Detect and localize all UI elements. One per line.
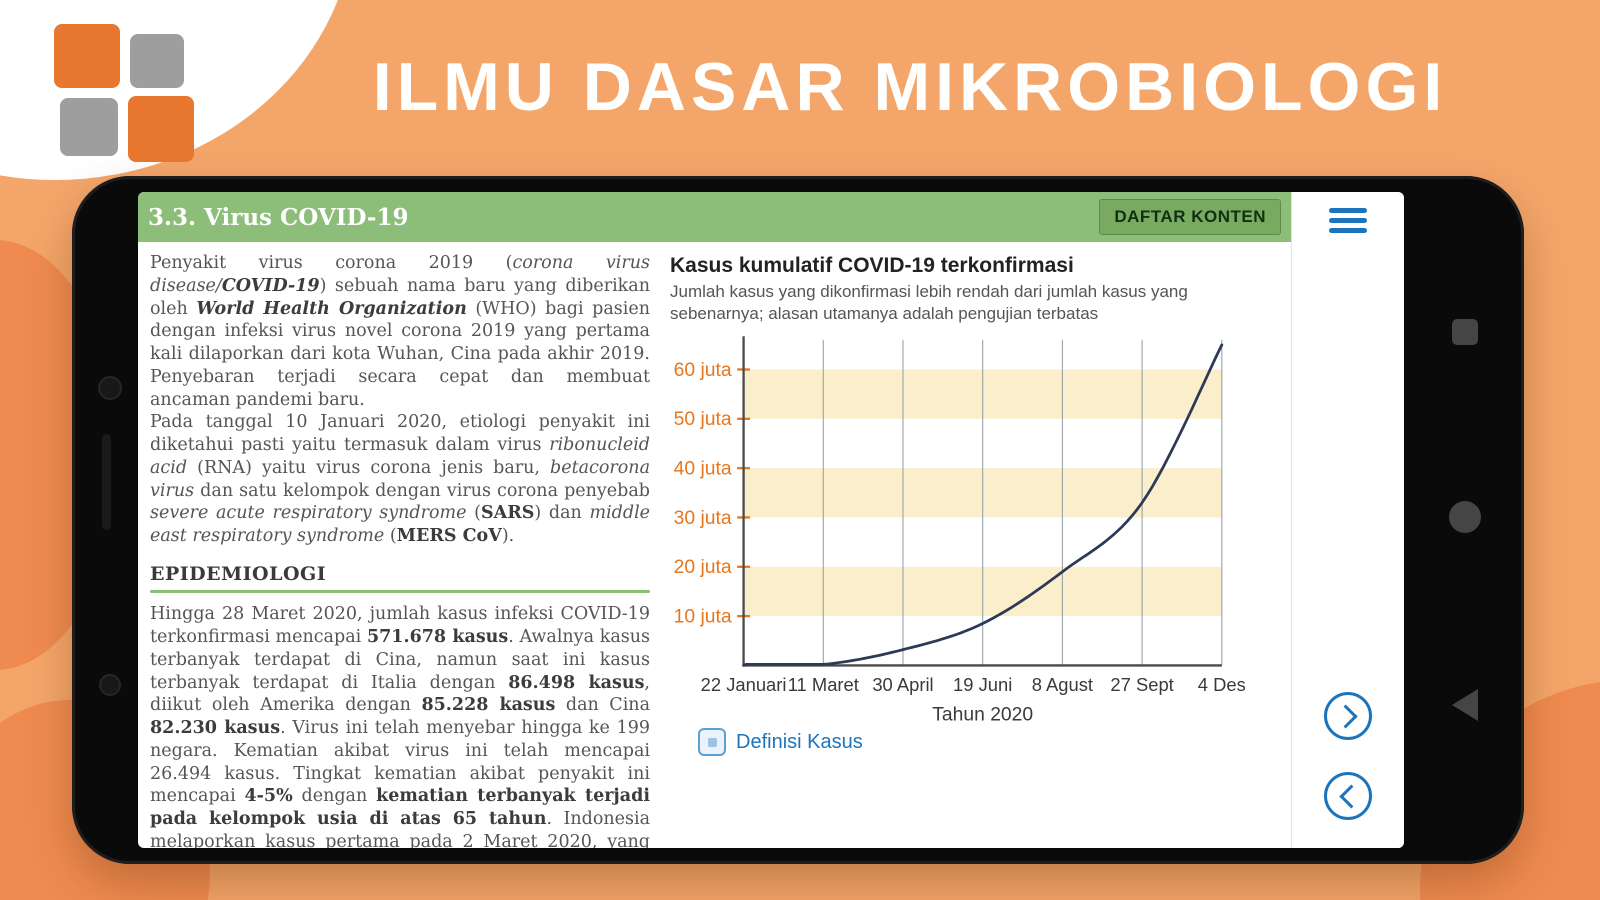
android-back-icon[interactable]	[1452, 689, 1478, 721]
svg-text:50 juta: 50 juta	[674, 409, 732, 430]
menu-icon[interactable]	[1329, 208, 1367, 233]
article-paragraph: Hingga 28 Maret 2020, jumlah kasus infek…	[150, 604, 651, 848]
svg-text:30 April: 30 April	[872, 674, 933, 695]
camera-icon	[98, 376, 122, 400]
covid-cumulative-chart: 10 juta 20 juta 30 juta 40 juta 50 juta 60 ju…	[674, 336, 1246, 726]
page-nav	[1292, 692, 1404, 820]
svg-text:60 juta: 60 juta	[674, 360, 732, 381]
definition-card-inner	[707, 737, 717, 747]
svg-text:30 juta: 30 juta	[674, 508, 732, 529]
app-main-area: 3.3. Virus COVID-19 DAFTAR KONTEN Penyak…	[138, 192, 1291, 848]
article-paragraph: Pada tanggal 10 Januari 2020, etiologi p…	[150, 412, 651, 546]
chart-title: Kasus kumulatif COVID-19 terkonfirmasi	[670, 254, 1074, 277]
speaker-slit	[102, 434, 111, 530]
chevron-left-icon	[1338, 783, 1363, 809]
phone-frame: 3.3. Virus COVID-19 DAFTAR KONTEN Penyak…	[72, 176, 1524, 864]
svg-text:19 Juni: 19 Juni	[953, 674, 1012, 695]
android-home-icon[interactable]	[1449, 501, 1481, 533]
logo-square-orange-tl	[54, 24, 120, 88]
svg-text:8 Agust: 8 Agust	[1032, 674, 1093, 695]
chart-column: Kasus kumulatif COVID-19 terkonfirmasi J…	[660, 242, 1291, 848]
daftar-konten-button[interactable]: DAFTAR KONTEN	[1099, 199, 1281, 235]
definisi-kasus-link[interactable]: Definisi Kasus	[698, 728, 1277, 757]
svg-text:22 Januari: 22 Januari	[701, 674, 787, 695]
chevron-right-icon	[1333, 703, 1358, 729]
svg-text:20 juta: 20 juta	[674, 557, 732, 578]
logo-square-gray-tr	[130, 34, 184, 88]
app-logo	[54, 24, 204, 174]
section-title: 3.3. Virus COVID-19	[148, 203, 409, 231]
article-paragraph: Penyakit virus corona 2019 (corona virus…	[150, 253, 651, 410]
android-nav-bar	[1406, 176, 1524, 864]
definition-card-icon	[698, 728, 726, 757]
chart-subtitle: Jumlah kasus yang dikonfirmasi lebih ren…	[670, 282, 1188, 324]
logo-square-gray-bl	[60, 98, 118, 156]
android-recents-icon[interactable]	[1452, 319, 1478, 345]
heading-divider	[150, 590, 650, 594]
svg-text:27 Sept: 27 Sept	[1110, 674, 1173, 695]
svg-text:40 juta: 40 juta	[674, 459, 732, 480]
banner-title: ILMU DASAR MIKROBIOLOGI	[372, 49, 1448, 125]
content-area: Penyakit virus corona 2019 (corona virus…	[138, 242, 1291, 848]
article-column: Penyakit virus corona 2019 (corona virus…	[138, 242, 660, 848]
svg-text:11 Maret: 11 Maret	[788, 674, 859, 695]
section-heading: EPIDEMIOLOGI	[150, 562, 327, 585]
prev-page-button[interactable]	[1324, 772, 1372, 820]
svg-text:Tahun 2020: Tahun 2020	[932, 705, 1033, 726]
right-sidebar	[1291, 192, 1404, 848]
svg-text:4 Des: 4 Des	[1198, 674, 1246, 695]
app-header: 3.3. Virus COVID-19 DAFTAR KONTEN	[138, 192, 1291, 242]
app-screen: 3.3. Virus COVID-19 DAFTAR KONTEN Penyak…	[138, 192, 1404, 848]
svg-text:10 juta: 10 juta	[674, 607, 732, 628]
sensor-dot	[99, 674, 121, 696]
definisi-kasus-label: Definisi Kasus	[736, 730, 863, 753]
logo-square-orange-br	[128, 96, 194, 162]
next-page-button[interactable]	[1324, 692, 1372, 740]
